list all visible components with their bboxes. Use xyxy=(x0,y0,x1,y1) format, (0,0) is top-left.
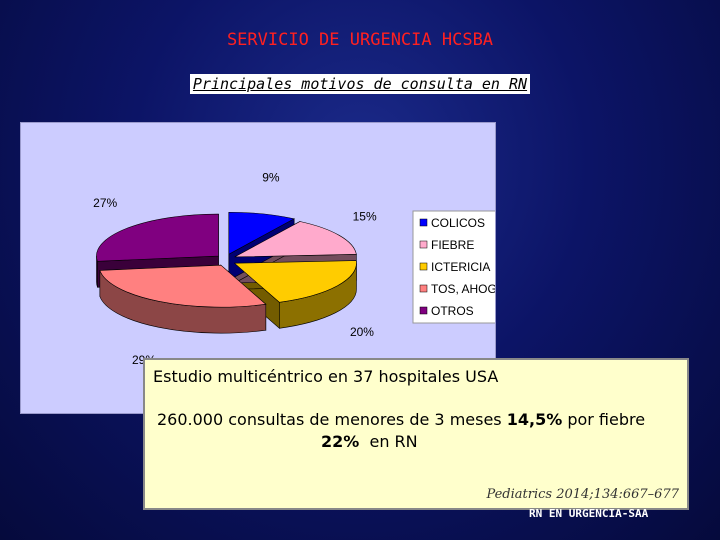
pie-percent-label: 9% xyxy=(262,170,280,184)
note-rn-label: en RN xyxy=(359,432,418,451)
pie-percent-label: 20% xyxy=(350,325,374,339)
pie-slice-ictericia xyxy=(233,260,357,303)
legend-swatch xyxy=(419,284,428,293)
note-rn-text: 22% en RN xyxy=(321,432,418,451)
citation: Pediatrics 2014;134:667–677 xyxy=(486,487,679,502)
note-fever-percent: 14,5% xyxy=(506,410,563,429)
study-note-box: Estudio multicéntrico en 37 hospitales U… xyxy=(143,358,689,510)
slide-subtitle: Principales motivos de consulta en RN xyxy=(0,74,720,94)
footer-text: RN EN URGENCIA-SAA xyxy=(529,507,649,520)
pie-slice-colicos xyxy=(228,211,296,255)
pie-percent-label: 15% xyxy=(353,209,377,223)
pie-slice-otros xyxy=(96,213,219,262)
pie-percent-label: 27% xyxy=(93,196,117,210)
legend-swatch xyxy=(419,306,428,315)
pie-chart-panel: 9%15%20%29%27%COLICOSFIEBREICTERICIATOS,… xyxy=(20,122,496,414)
pie-chart: 9%15%20%29%27%COLICOSFIEBREICTERICIATOS,… xyxy=(93,170,495,367)
legend-label: COLICOS xyxy=(431,216,485,230)
note-study-text: Estudio multicéntrico en 37 hospitales U… xyxy=(153,367,499,386)
subtitle-text: Principales motivos de consulta en RN xyxy=(189,74,531,94)
legend-swatch xyxy=(419,218,428,227)
slide-title: SERVICIO DE URGENCIA HCSBA xyxy=(226,30,494,50)
note-consultations-c: por fiebre xyxy=(562,410,646,429)
legend-swatch xyxy=(419,240,428,249)
legend-label: ICTERICIA xyxy=(431,260,490,274)
note-consultations-a: 260.000 consultas de menores de 3 meses xyxy=(157,410,507,429)
note-rn-percent: 22% xyxy=(321,432,360,451)
legend-label: FIEBRE xyxy=(431,238,474,252)
pie-slice-tos-ahogo xyxy=(99,264,267,308)
pie-slice-fiebre xyxy=(234,221,357,258)
legend-swatch xyxy=(419,262,428,271)
legend-label: OTROS xyxy=(431,304,474,318)
note-consultations-text: 260.000 consultas de menores de 3 meses … xyxy=(157,410,645,429)
